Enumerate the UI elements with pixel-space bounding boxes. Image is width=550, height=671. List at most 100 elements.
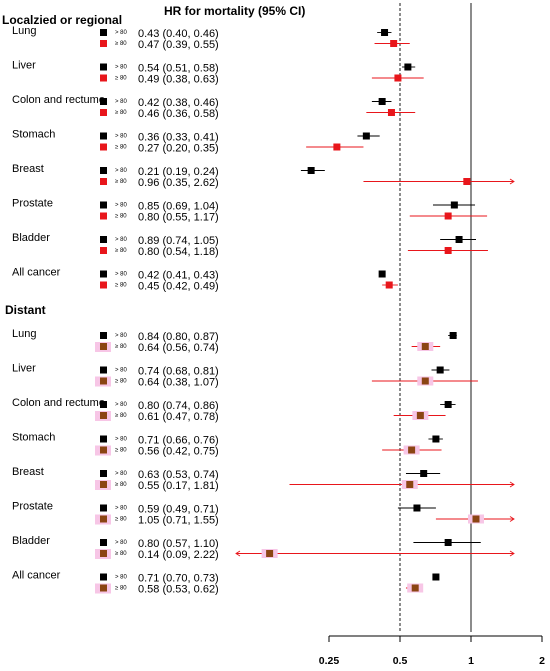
ci-arrow-right bbox=[509, 178, 515, 185]
hr-ci-text: 0.42 (0.38, 0.46) bbox=[138, 97, 219, 109]
hr-ci-text: 0.89 (0.74, 1.05) bbox=[138, 235, 219, 247]
age-group-label: ≥ 80 bbox=[115, 517, 127, 523]
hr-ci-text: 0.46 (0.36, 0.58) bbox=[138, 108, 219, 120]
legend-square bbox=[100, 109, 107, 116]
row-label: All cancer bbox=[12, 267, 61, 279]
ci-arrow-right bbox=[509, 550, 515, 557]
hr-ci-text: 0.64 (0.56, 0.74) bbox=[138, 342, 219, 354]
hr-point bbox=[385, 281, 393, 289]
hr-ci-text: 0.71 (0.66, 0.76) bbox=[138, 435, 219, 447]
hr-point bbox=[378, 270, 386, 278]
hr-ci-text: 0.43 (0.40, 0.46) bbox=[138, 28, 219, 40]
age-group-label: > 80 bbox=[115, 540, 128, 546]
x-tick-label: 0.5 bbox=[393, 655, 408, 667]
hr-point bbox=[404, 63, 412, 71]
hr-ci-text: 0.61 (0.47, 0.78) bbox=[138, 411, 219, 423]
age-group-label: ≥ 80 bbox=[115, 448, 127, 454]
legend-square bbox=[100, 377, 107, 385]
age-group-label: ≥ 80 bbox=[115, 76, 127, 82]
hr-point bbox=[416, 412, 424, 419]
age-group-label: > 80 bbox=[115, 402, 128, 408]
hr-ci-text: 0.59 (0.49, 0.71) bbox=[138, 504, 219, 516]
hr-ci-text: 0.63 (0.53, 0.74) bbox=[138, 469, 219, 481]
row-label: Lung bbox=[12, 25, 36, 37]
legend-square bbox=[100, 201, 107, 209]
hr-ci-text: 1.05 (0.71, 1.55) bbox=[138, 515, 219, 527]
age-group-label: ≥ 80 bbox=[115, 413, 127, 419]
hr-ci-text: 0.84 (0.80, 0.87) bbox=[138, 331, 219, 343]
ci-arrow-left bbox=[235, 550, 241, 557]
hr-point bbox=[444, 247, 452, 254]
hr-point bbox=[463, 178, 471, 185]
legend-square bbox=[100, 212, 107, 220]
legend-square bbox=[100, 401, 107, 408]
legend-square bbox=[100, 63, 107, 71]
age-group-label: > 80 bbox=[115, 575, 128, 581]
hr-point bbox=[411, 584, 419, 592]
hr-point bbox=[436, 366, 444, 374]
age-group-label: ≥ 80 bbox=[115, 41, 127, 47]
age-group-label: ≥ 80 bbox=[115, 344, 127, 350]
legend-square bbox=[100, 167, 107, 174]
row-label: Lung bbox=[12, 328, 36, 340]
row-label: Bladder bbox=[12, 535, 50, 547]
hr-point bbox=[333, 143, 341, 151]
legend-square bbox=[100, 573, 107, 581]
hr-point bbox=[266, 550, 274, 557]
row-label: Bladder bbox=[12, 232, 50, 244]
age-group-label: > 80 bbox=[115, 333, 128, 339]
row-label: Prostate bbox=[12, 198, 53, 210]
hr-point bbox=[472, 515, 480, 523]
age-group-label: > 80 bbox=[115, 272, 128, 278]
hr-point bbox=[413, 504, 421, 512]
legend-square bbox=[100, 366, 107, 374]
hr-ci-text: 0.55 (0.17, 1.81) bbox=[138, 480, 219, 492]
row-label: Breast bbox=[12, 466, 44, 478]
legend-square bbox=[100, 435, 107, 443]
age-group-label: > 80 bbox=[115, 368, 128, 374]
hr-ci-text: 0.80 (0.55, 1.17) bbox=[138, 212, 219, 224]
row-label: Breast bbox=[12, 163, 44, 175]
hr-point bbox=[362, 132, 370, 140]
hr-point bbox=[444, 539, 452, 546]
hr-ci-text: 0.54 (0.51, 0.58) bbox=[138, 63, 219, 75]
hr-point bbox=[455, 236, 463, 243]
hr-ci-text: 0.42 (0.41, 0.43) bbox=[138, 270, 219, 282]
legend-square bbox=[100, 178, 107, 185]
legend-square bbox=[100, 550, 107, 557]
legend-square bbox=[100, 236, 107, 243]
age-group-label: ≥ 80 bbox=[115, 283, 127, 289]
hr-point bbox=[381, 29, 389, 36]
hr-point bbox=[449, 332, 457, 339]
hr-ci-text: 0.45 (0.42, 0.49) bbox=[138, 281, 219, 293]
group-title: Distant bbox=[5, 303, 46, 317]
age-group-label: ≥ 80 bbox=[115, 110, 127, 116]
legend-square bbox=[100, 584, 107, 592]
hr-point bbox=[420, 470, 428, 477]
x-tick-label: 0.25 bbox=[319, 655, 340, 667]
hr-ci-text: 0.80 (0.57, 1.10) bbox=[138, 538, 219, 550]
hr-point bbox=[444, 212, 452, 220]
hr-point bbox=[421, 343, 429, 350]
legend-square bbox=[100, 74, 107, 82]
x-axis: 0.25 0.5 1 2 bbox=[319, 635, 545, 667]
x-tick-label: 2 bbox=[539, 655, 545, 667]
hr-ci-text: 0.71 (0.70, 0.73) bbox=[138, 573, 219, 585]
ci-arrow-right bbox=[509, 516, 515, 522]
hr-point bbox=[432, 573, 440, 581]
hr-point bbox=[408, 446, 416, 454]
hr-point bbox=[378, 98, 386, 105]
legend-square bbox=[100, 270, 107, 278]
hr-ci-text: 0.58 (0.53, 0.62) bbox=[138, 584, 219, 596]
age-group-label: > 80 bbox=[115, 437, 128, 443]
reference-lines bbox=[399, 3, 472, 632]
hr-point bbox=[394, 74, 402, 82]
x-tick-label: 1 bbox=[468, 655, 474, 667]
age-group-label: ≥ 80 bbox=[115, 482, 127, 488]
age-group-label: > 80 bbox=[115, 203, 128, 209]
legend-square bbox=[100, 132, 107, 140]
group-title: Localzied or regional bbox=[2, 13, 122, 27]
hr-point bbox=[450, 201, 458, 209]
